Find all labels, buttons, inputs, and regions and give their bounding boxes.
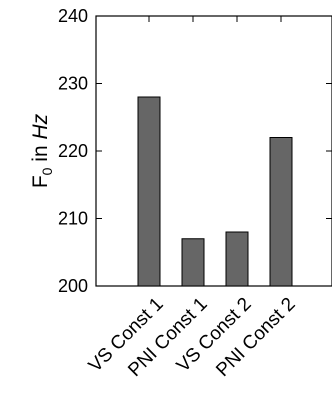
bar xyxy=(181,238,205,287)
y-tick-label: 240 xyxy=(58,6,88,26)
y-axis-title-subscript: 0 xyxy=(39,167,55,175)
y-axis-title-base: F xyxy=(29,175,52,188)
y-tick-label: 220 xyxy=(58,141,88,161)
y-axis: 200 210 220 230 240 xyxy=(58,6,332,296)
y-axis-title: F0 in Hz xyxy=(29,113,55,188)
y-tick-label: 210 xyxy=(58,209,88,229)
bar xyxy=(269,137,293,287)
y-axis-title-middle: in xyxy=(29,140,52,168)
x-axis xyxy=(148,16,282,286)
y-tick-label: 230 xyxy=(58,74,88,94)
y-tick-label: 200 xyxy=(58,276,88,296)
bar-series xyxy=(137,96,293,287)
y-axis-title-unit: Hz xyxy=(29,113,52,139)
plot-frame xyxy=(95,15,332,287)
bar xyxy=(137,96,161,287)
bar xyxy=(225,231,249,287)
